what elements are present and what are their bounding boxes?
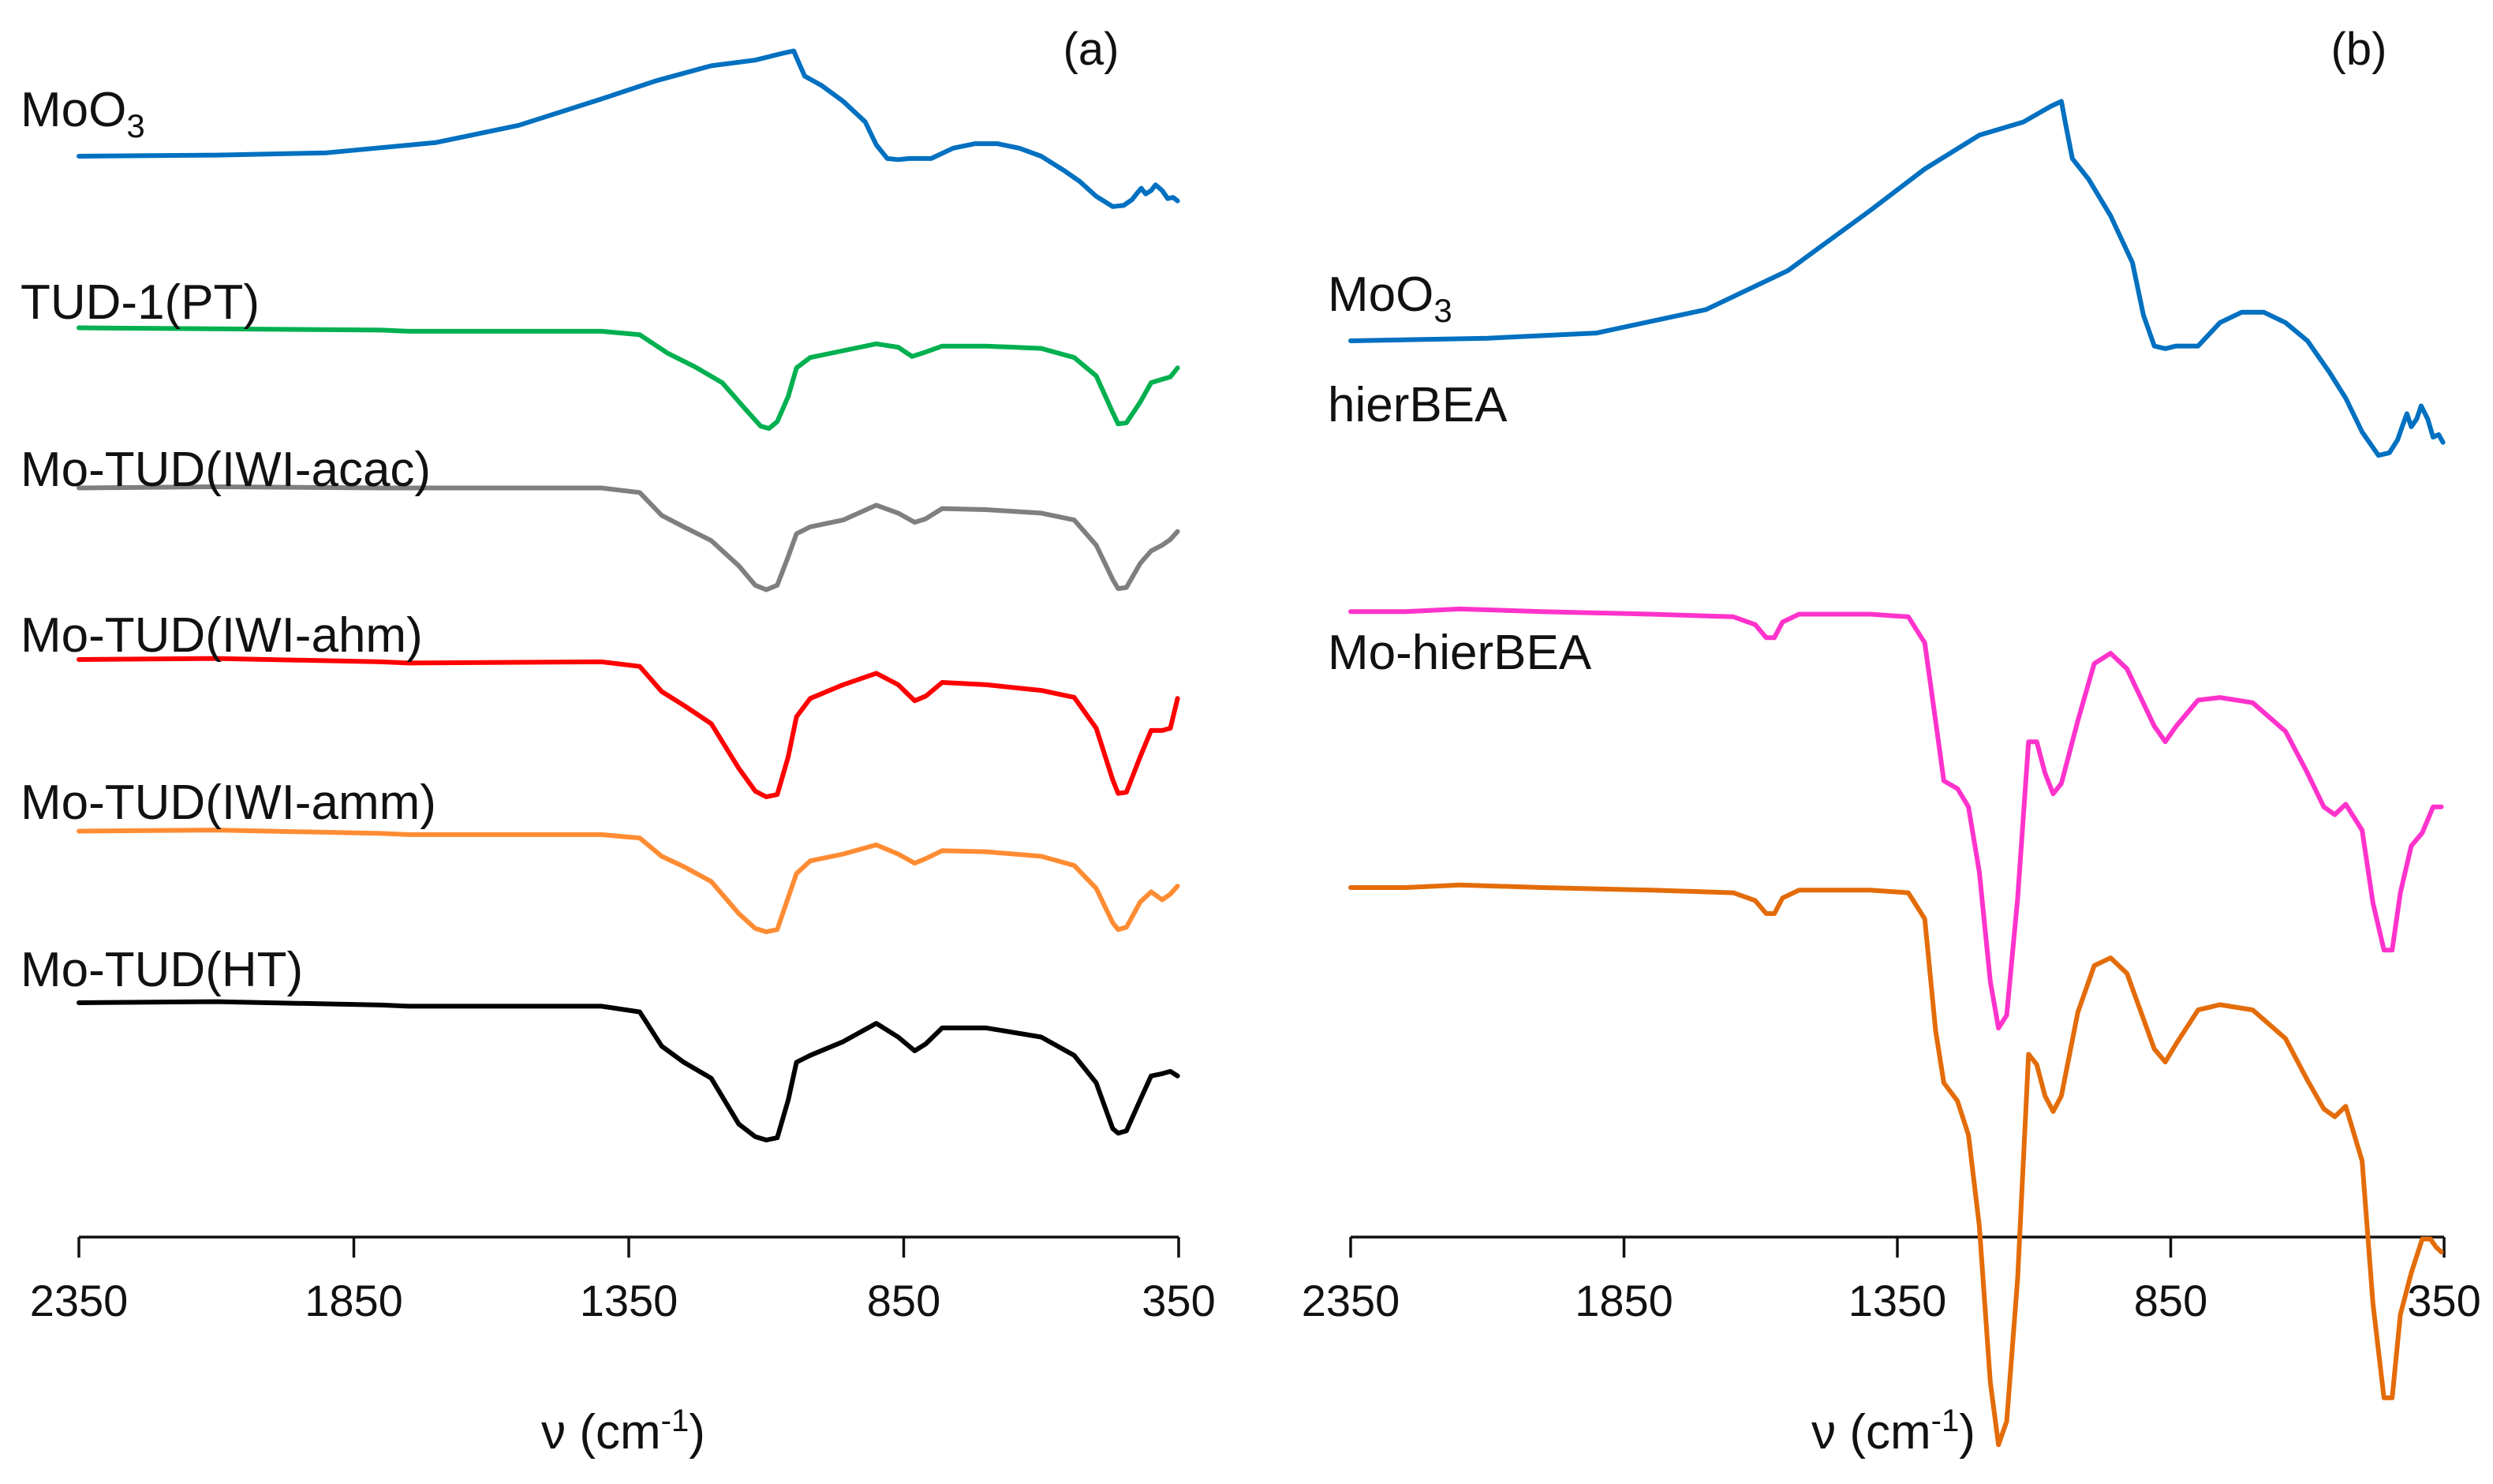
x-tick-label-1350: 1350 — [1848, 1276, 1947, 1325]
spectrum-line-mo-hierbea — [1348, 882, 2444, 1448]
spectrum-line-mo-tud-iwi-ahm- — [77, 656, 1180, 799]
panel-a: (a) 2350 1850 1350 850 350 MoO3 TUD-1(PT) Mo… — [21, 24, 1216, 1460]
x-tick-label-350: 350 — [1142, 1276, 1215, 1325]
spectrum-line-moo3 — [1348, 99, 2446, 458]
x-tick-label-1850: 1850 — [305, 1276, 403, 1325]
panel-a-traces — [77, 48, 1180, 1142]
panel-a-label-mo-tud-iwi-ahm: Mo-TUD(IWI-ahm) — [21, 608, 423, 663]
panel-a-tag: (a) — [1063, 24, 1119, 75]
panel-b-label-moo3: MoO3 — [1328, 267, 1452, 329]
spectrum-line-mo-tud-iwi-acac- — [77, 484, 1180, 592]
x-tick-label-850: 850 — [2134, 1276, 2207, 1325]
panel-a-label-mo-tud-iwi-acac: Mo-TUD(IWI-acac) — [21, 443, 431, 497]
panel-b-label-mo-hierbea: Mo-hierBEA — [1328, 626, 1592, 680]
x-tick-label-2350: 2350 — [30, 1276, 129, 1325]
panel-a-x-axis-title: ν (cm-1) — [541, 1404, 705, 1460]
panel-b-label-hierbea: hierBEA — [1328, 378, 1508, 432]
spectrum-line-hierbea — [1348, 606, 2444, 1031]
panel-b-x-axis-title: ν (cm-1) — [1811, 1404, 1975, 1460]
spectrum-line-tud-1-pt- — [77, 325, 1180, 432]
x-tick-label-1350: 1350 — [580, 1276, 678, 1325]
x-tick-label-2350: 2350 — [1302, 1276, 1400, 1325]
panel-b-x-ticks: 2350 1850 1350 850 350 — [1302, 1237, 2481, 1325]
panel-b: (b) 2350 1850 1350 850 350 MoO3 hierBEA Mo-h… — [1302, 24, 2481, 1460]
panel-a-x-ticks: 2350 1850 1350 850 350 — [30, 1237, 1216, 1325]
panel-a-label-moo3: MoO3 — [21, 83, 145, 144]
spectrum-line-mo-tud-ht- — [77, 999, 1180, 1142]
x-tick-label-850: 850 — [867, 1276, 940, 1325]
spectrum-line-mo-tud-iwi-amm- — [77, 828, 1180, 935]
panel-b-tag: (b) — [2331, 24, 2387, 75]
x-tick-label-350: 350 — [2407, 1276, 2480, 1325]
panel-a-label-mo-tud-iwi-amm: Mo-TUD(IWI-amm) — [21, 776, 436, 830]
spectrum-line-moo3 — [77, 48, 1180, 209]
panel-a-label-tud1-pt: TUD-1(PT) — [21, 275, 260, 330]
x-tick-label-1850: 1850 — [1575, 1276, 1673, 1325]
panel-a-label-mo-tud-ht: Mo-TUD(HT) — [21, 943, 303, 997]
panel-b-traces — [1348, 99, 2446, 1448]
